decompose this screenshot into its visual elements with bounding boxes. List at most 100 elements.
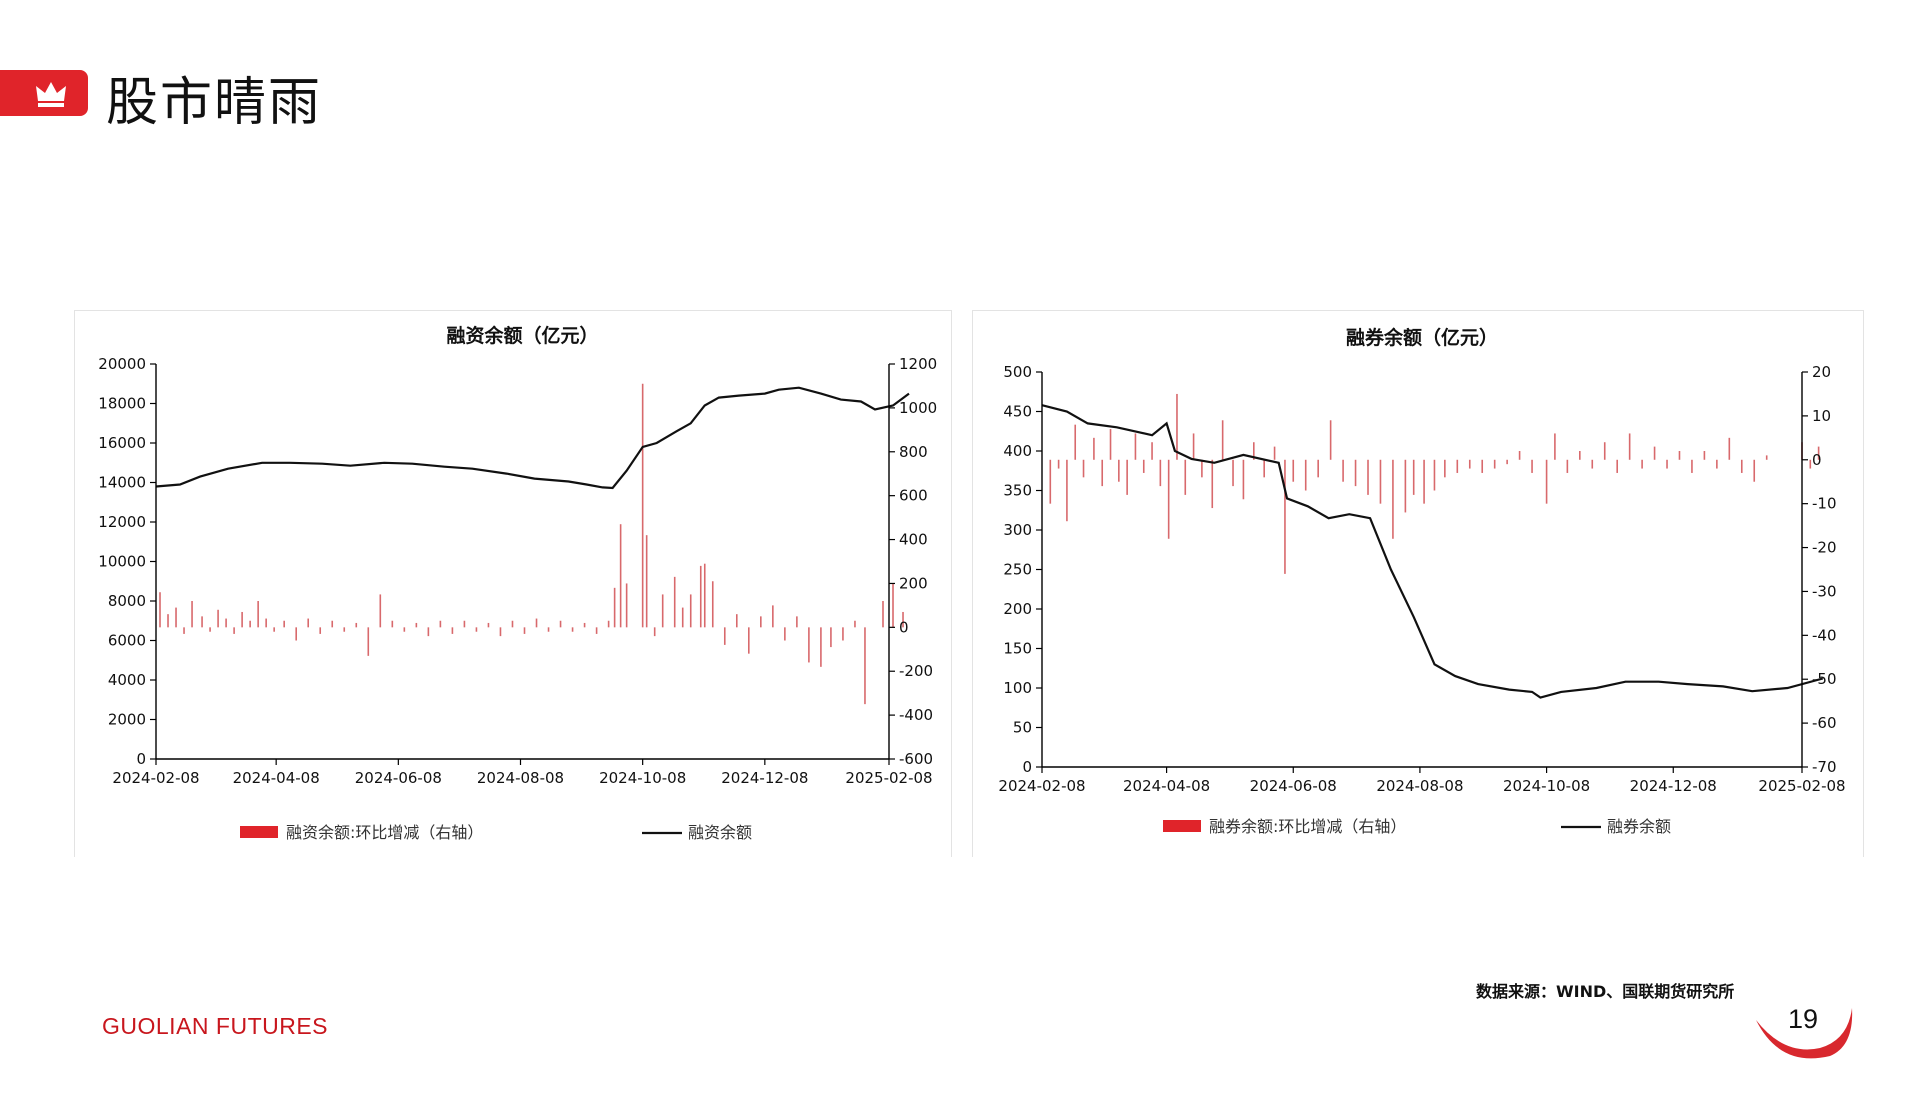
change-bar <box>1263 459 1265 478</box>
change-bar <box>1641 459 1643 469</box>
data-source-note: 数据来源：WIND、国联期货研究所 <box>1476 982 1735 1001</box>
change-bar <box>331 620 334 628</box>
page-number: 19 <box>1788 1004 1819 1034</box>
change-bar <box>273 627 275 632</box>
left-tick-label: 0 <box>1022 758 1032 776</box>
legend-bar-label: 融券余额:环比增减（右轴） <box>1209 817 1406 836</box>
change-bar <box>830 627 832 648</box>
left-tick-label: 4000 <box>108 671 146 689</box>
right-tick-label: 20 <box>1812 363 1831 381</box>
change-bar <box>641 383 644 628</box>
change-bar <box>1109 429 1112 460</box>
change-bar <box>233 627 235 634</box>
change-bar <box>439 620 442 628</box>
change-bar <box>1591 459 1594 469</box>
change-bar <box>1329 420 1332 460</box>
change-bar <box>1284 459 1286 574</box>
change-bar <box>1566 459 1569 473</box>
change-bar <box>1184 459 1187 495</box>
change-bar <box>343 627 346 632</box>
change-bar <box>209 627 211 632</box>
change-bar <box>1456 459 1459 473</box>
change-bar <box>1367 459 1369 495</box>
change-bar <box>681 607 684 628</box>
change-bar <box>1242 459 1245 500</box>
change-bar <box>391 620 394 628</box>
change-bar <box>595 627 598 634</box>
x-tick-label: 2024-04-08 <box>1123 777 1210 795</box>
change-bar <box>463 620 466 628</box>
x-tick-label: 2025-02-08 <box>1758 777 1845 795</box>
change-bar <box>415 622 418 628</box>
x-tick-label: 2024-10-08 <box>599 769 686 787</box>
change-bar <box>1468 459 1471 469</box>
change-bar <box>1221 420 1224 460</box>
chart-panel-securities-lending: 融券余额（亿元） 0 50 100 150 200 250 300 350 400 450 500 -7… <box>972 310 1864 857</box>
change-bar <box>217 609 219 628</box>
change-bar <box>645 535 648 628</box>
change-bar <box>1412 459 1415 495</box>
left-tick-label: 8000 <box>108 592 146 610</box>
x-tick-label: 2024-02-08 <box>112 769 199 787</box>
left-tick-label: 0 <box>136 750 146 768</box>
change-bar <box>241 611 243 628</box>
right-tick-label: -400 <box>899 706 933 724</box>
change-bar <box>864 627 866 705</box>
change-bar <box>499 627 502 637</box>
change-bar <box>1101 459 1104 487</box>
x-tick-label: 2024-12-08 <box>1630 777 1717 795</box>
change-bar <box>1392 459 1394 539</box>
left-tick-label: 14000 <box>98 474 146 492</box>
left-tick-label: 350 <box>1003 482 1032 500</box>
financing-balance-chart: 融资余额（亿元）02000400060008000100001200014000… <box>98 324 937 842</box>
change-bar <box>355 622 358 628</box>
change-bar <box>1057 459 1060 469</box>
change-bar <box>902 611 904 628</box>
change-bar <box>1545 459 1548 504</box>
change-bar <box>523 627 526 634</box>
right-tick-label: -50 <box>1812 670 1837 688</box>
change-bar <box>748 627 750 654</box>
change-bar <box>307 618 310 628</box>
change-bar <box>808 627 810 663</box>
x-tick-label: 2024-08-08 <box>1376 777 1463 795</box>
change-bar <box>1691 459 1693 473</box>
change-bar <box>1354 459 1357 487</box>
change-bar <box>191 601 193 628</box>
change-bar <box>167 614 169 628</box>
change-bar <box>711 581 714 628</box>
change-bar <box>1379 459 1382 504</box>
change-bar <box>225 618 227 628</box>
change-bar <box>619 524 622 628</box>
change-bar <box>1074 424 1077 460</box>
change-bar <box>283 620 285 628</box>
change-bar <box>183 627 185 634</box>
change-bar <box>1176 393 1178 460</box>
change-bar <box>535 618 538 628</box>
change-bar <box>1765 455 1768 460</box>
right-tick-label: -10 <box>1812 495 1837 513</box>
change-bar <box>892 583 894 628</box>
change-bar <box>1159 459 1162 487</box>
change-bar <box>1126 459 1128 495</box>
change-bar <box>1678 451 1681 460</box>
balance-line <box>155 386 910 490</box>
change-bar <box>1603 442 1606 460</box>
change-bar <box>760 616 762 628</box>
header-tab <box>0 70 88 116</box>
right-tick-label: 0 <box>1812 451 1822 469</box>
securities-lending-balance-chart: 融券余额（亿元）050100150200250300350400450500-7… <box>998 326 1845 836</box>
change-bar <box>1423 459 1425 504</box>
change-bar <box>249 620 251 628</box>
x-tick-label: 2024-12-08 <box>721 769 808 787</box>
left-tick-label: 50 <box>1013 719 1032 737</box>
change-bar <box>559 620 562 628</box>
legend-line-label: 融资余额 <box>688 823 752 842</box>
change-bar <box>1518 451 1521 460</box>
right-tick-label: -30 <box>1812 582 1837 600</box>
left-tick-label: 16000 <box>98 434 146 452</box>
chart-title: 融券余额（亿元） <box>1346 326 1498 349</box>
right-tick-label: -60 <box>1812 714 1837 732</box>
change-bar <box>653 627 656 637</box>
right-tick-label: 800 <box>899 443 928 461</box>
